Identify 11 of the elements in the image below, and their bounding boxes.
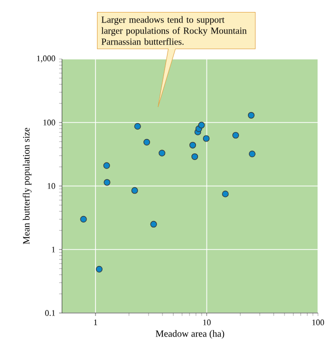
y-tick-label: 1,000 [37, 56, 56, 62]
y-tick-label: 0.1 [45, 310, 55, 316]
x-tick-label: 10 [203, 320, 211, 326]
x-tick-label: 100 [312, 320, 324, 326]
y-tick-label: 10 [48, 183, 56, 189]
x-tick-label: 1 [94, 320, 98, 326]
x-axis-title: Meadow area (ha) [156, 330, 224, 339]
text: Larger meadows tend to support larger populations of Rocky Mountain Parnassian butterflies. [101, 16, 247, 45]
y-tick-label: 1 [52, 246, 55, 252]
y-tick-label: 100 [43, 120, 56, 126]
y-axis-title: Mean butterfly population size [22, 128, 32, 244]
